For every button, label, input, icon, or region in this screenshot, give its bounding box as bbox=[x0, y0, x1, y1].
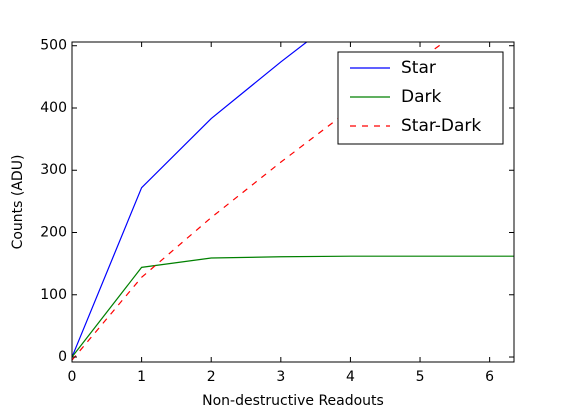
y-tick-label: 400 bbox=[40, 100, 67, 116]
x-tick-label: 1 bbox=[137, 369, 146, 385]
line bbox=[72, 42, 446, 361]
x-tick-label: 2 bbox=[207, 369, 216, 385]
y-tick-label: 100 bbox=[40, 287, 67, 303]
x-tick-label: 4 bbox=[346, 369, 355, 385]
axes-frame bbox=[71, 41, 515, 363]
plot-area bbox=[72, 42, 514, 361]
line bbox=[72, 255, 514, 358]
y-tick-label: 300 bbox=[40, 162, 67, 178]
legend bbox=[337, 51, 504, 145]
x-tick-label: 6 bbox=[485, 369, 494, 385]
x-tick-label: 3 bbox=[276, 369, 285, 385]
x-axis-label: Non-destructive Readouts bbox=[202, 393, 384, 409]
y-tick-label: 200 bbox=[40, 225, 67, 241]
x-tick-label: 5 bbox=[416, 369, 425, 385]
y-tick-label: 0 bbox=[58, 349, 67, 365]
y-tick-label: 500 bbox=[40, 38, 67, 54]
y-axis-label: Counts (ADU) bbox=[10, 155, 26, 250]
legend-label: Star-Dark bbox=[401, 116, 481, 136]
line bbox=[72, 42, 308, 358]
legend-label: Star bbox=[401, 58, 436, 78]
x-tick-label: 0 bbox=[68, 369, 77, 385]
legend-label: Dark bbox=[401, 87, 441, 107]
